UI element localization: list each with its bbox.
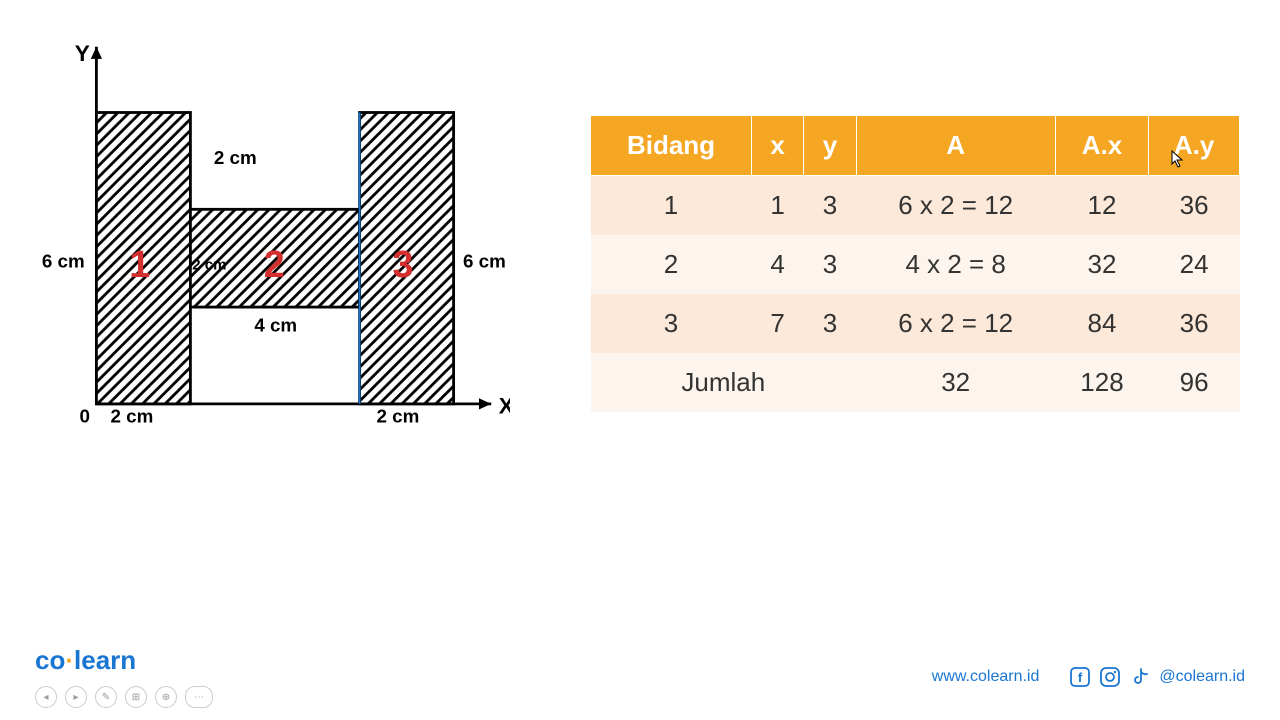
origin-label: 0: [79, 406, 89, 427]
prev-icon[interactable]: ◂: [35, 686, 57, 708]
social-links: f @colearn.id: [1069, 666, 1245, 688]
col-a: A: [856, 116, 1055, 176]
region-1-label: 1: [129, 243, 150, 285]
col-ay: A.y: [1149, 116, 1240, 176]
logo: co·learn ◂ ▸ ✎ ⊞ ⊕ ⋯: [35, 645, 213, 708]
centroid-diagram: Y X 0 1 2 3 2 cm 6 cm 6 cm 4 cm 2 cm 2 c…: [40, 20, 510, 440]
region-2-label: 2: [264, 243, 285, 285]
col-ax: A.x: [1055, 116, 1149, 176]
facebook-icon[interactable]: f: [1069, 666, 1091, 688]
table-row: 3 7 3 6 x 2 = 12 84 36: [591, 294, 1240, 353]
website-link[interactable]: www.colearn.id: [932, 668, 1040, 686]
edit-icon[interactable]: ✎: [95, 686, 117, 708]
svg-text:f: f: [1078, 670, 1083, 685]
tiktok-icon[interactable]: [1129, 666, 1151, 688]
y-axis-label: Y: [75, 41, 90, 66]
dim-bottom-left: 2 cm: [111, 406, 154, 427]
table-row: 2 4 3 4 x 2 = 8 32 24: [591, 235, 1240, 294]
play-icon[interactable]: ▸: [65, 686, 87, 708]
footer: co·learn ◂ ▸ ✎ ⊞ ⊕ ⋯ www.colearn.id f @c…: [0, 645, 1280, 708]
social-handle: @colearn.id: [1159, 668, 1245, 686]
col-y: y: [804, 116, 856, 176]
instagram-icon[interactable]: [1099, 666, 1121, 688]
dim-middle-height: 2 cm: [192, 256, 226, 273]
player-controls: ◂ ▸ ✎ ⊞ ⊕ ⋯: [35, 686, 213, 708]
zoom-icon[interactable]: ⊕: [155, 686, 177, 708]
table-sum-row: Jumlah 32 128 96: [591, 353, 1240, 412]
region-3-label: 3: [393, 243, 414, 285]
more-icon[interactable]: ⋯: [185, 686, 213, 708]
x-axis-label: X: [499, 393, 510, 418]
col-bidang: Bidang: [591, 116, 752, 176]
table-row: 1 1 3 6 x 2 = 12 12 36: [591, 176, 1240, 236]
grid-icon[interactable]: ⊞: [125, 686, 147, 708]
dim-left-height: 6 cm: [42, 251, 85, 272]
col-x: x: [751, 116, 803, 176]
dim-top-gap: 2 cm: [214, 147, 257, 168]
cursor-icon: [1171, 150, 1185, 173]
dim-middle-width: 4 cm: [254, 315, 297, 336]
centroid-table: Bidang x y A A.x A.y 1 1 3 6 x 2 = 12 12…: [590, 115, 1240, 440]
dim-bottom-right: 2 cm: [377, 406, 420, 427]
dim-right-height: 6 cm: [463, 251, 506, 272]
table-header-row: Bidang x y A A.x A.y: [591, 116, 1240, 176]
